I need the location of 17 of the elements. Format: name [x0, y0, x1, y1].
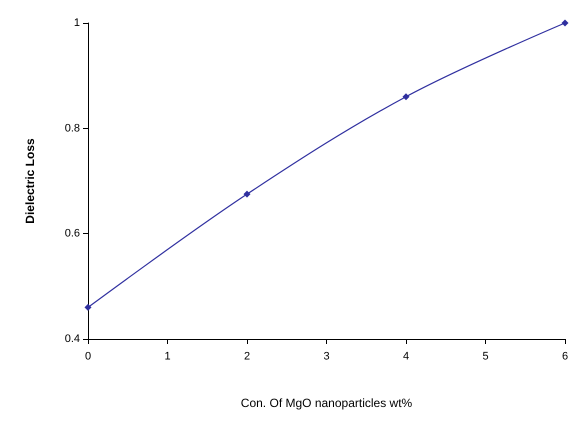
point — [84, 304, 92, 311]
point — [402, 93, 410, 100]
x-axis-title: Con. Of MgO nanoparticles wt% — [240, 396, 413, 410]
point — [562, 20, 568, 26]
x-tick-label: 0 — [84, 350, 92, 362]
x-tick-label: 5 — [482, 350, 489, 362]
point — [244, 190, 250, 198]
y-tick-label: 0.4 — [64, 333, 80, 345]
x-tick-label: 3 — [323, 350, 330, 362]
x-tick-label: 1 — [164, 350, 171, 362]
x-tick-label: 2 — [244, 350, 250, 362]
y-axis-title: Dielectric Loss — [23, 138, 37, 224]
y-tick-label: 0.6 — [64, 228, 80, 240]
y-tick-label: 0.8 — [64, 122, 80, 134]
x-tick-label: 4 — [402, 350, 410, 362]
y-tick-label: 1 — [74, 17, 80, 29]
x-tick-label: 6 — [562, 350, 568, 362]
